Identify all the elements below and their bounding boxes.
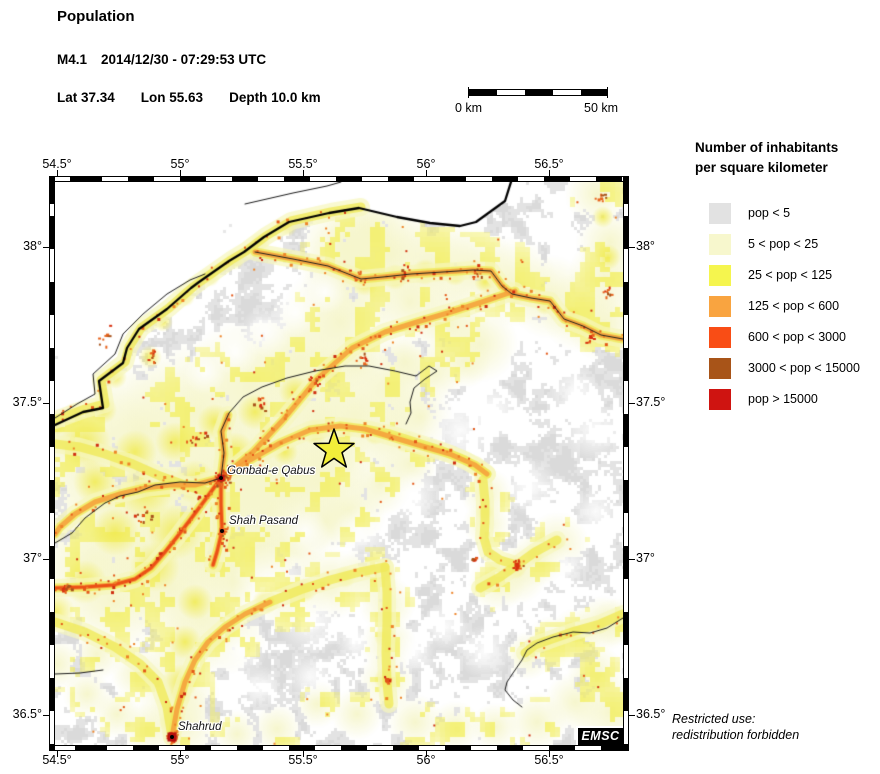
axis-tick	[549, 751, 550, 757]
legend-item: 25 < pop < 125	[709, 265, 879, 296]
city-label: Shah Pasand	[229, 515, 299, 527]
axis-tick	[629, 559, 635, 560]
event-depth: Depth 10.0 km	[229, 90, 321, 105]
city-label: Shahrud	[178, 721, 222, 733]
legend: pop < 5 5 < pop < 25 25 < pop < 125 125 < p…	[709, 203, 879, 420]
legend-label: 3000 < pop < 15000	[748, 361, 860, 375]
axis-tick	[180, 751, 181, 757]
legend-label: pop > 15000	[748, 392, 818, 406]
city-marker-dot	[219, 476, 223, 480]
legend-item: pop > 15000	[709, 389, 879, 420]
legend-title: Number of inhabitants per square kilomet…	[695, 138, 838, 178]
axis-tick	[57, 170, 58, 176]
legend-item: 125 < pop < 600	[709, 296, 879, 327]
page-title: Population	[57, 8, 135, 25]
city-marker-dot	[170, 735, 174, 739]
axis-label-right: 36.5°	[636, 707, 666, 721]
axis-label-left: 37°	[23, 551, 42, 565]
frame-dash-right	[623, 176, 629, 751]
emsc-logo: EMSC	[576, 726, 623, 745]
axis-label-bottom: 56.5°	[534, 753, 564, 767]
axis-tick	[629, 247, 635, 248]
axis-label-top: 56.5°	[534, 157, 564, 171]
map-scale-bar	[468, 87, 608, 98]
axis-label-bottom: 55°	[170, 753, 190, 767]
location-line: Lat 37.34 Lon 55.63 Depth 10.0 km	[57, 90, 321, 105]
axis-label-left: 36.5°	[12, 707, 42, 721]
legend-swatch	[709, 265, 731, 286]
axis-tick	[549, 170, 550, 176]
axis-label-top: 56°	[416, 157, 436, 171]
legend-item: 3000 < pop < 15000	[709, 358, 879, 389]
legend-item: 5 < pop < 25	[709, 234, 879, 265]
epicenter-star-icon	[313, 428, 355, 468]
legend-swatch	[709, 296, 731, 317]
axis-tick	[629, 403, 635, 404]
legend-swatch	[709, 327, 731, 348]
axis-label-right: 38°	[636, 239, 655, 253]
legend-item: 600 < pop < 3000	[709, 327, 879, 358]
legend-label: pop < 5	[748, 206, 791, 220]
legend-title-line2: per square kilometer	[695, 160, 828, 175]
axis-label-right: 37°	[636, 551, 655, 565]
event-line: M4.1 2014/12/30 - 07:29:53 UTC	[57, 52, 266, 67]
event-magnitude: M4.1	[57, 52, 88, 67]
restricted-use-note: Restricted use: redistribution forbidden	[672, 711, 799, 743]
legend-label: 600 < pop < 3000	[748, 330, 847, 344]
axis-label-left: 37.5°	[12, 395, 42, 409]
city-marker-dot	[220, 529, 224, 533]
axis-label-top: 55.5°	[288, 157, 318, 171]
population-density-raster	[55, 182, 623, 745]
axis-label-top: 55°	[170, 157, 190, 171]
legend-label: 25 < pop < 125	[748, 268, 833, 282]
legend-label: 125 < pop < 600	[748, 299, 840, 313]
axis-tick	[57, 751, 58, 757]
axis-tick	[303, 751, 304, 757]
legend-label: 5 < pop < 25	[748, 237, 819, 251]
legend-swatch	[709, 203, 731, 224]
axis-label-bottom: 56°	[416, 753, 436, 767]
axis-tick	[426, 751, 427, 757]
city-label: Gonbad-e Qabus	[227, 465, 316, 477]
legend-swatch	[709, 234, 731, 255]
frame-dash-bottom	[49, 745, 629, 751]
axis-label-bottom: 55.5°	[288, 753, 318, 767]
event-longitude: Lon 55.63	[140, 90, 204, 105]
legend-swatch	[709, 358, 731, 379]
axis-label-right: 37.5°	[636, 395, 666, 409]
axis-tick	[629, 715, 635, 716]
legend-swatch	[709, 389, 731, 410]
restricted-line2: redistribution forbidden	[672, 728, 800, 742]
map-frame: EMSC Gonbad-e Qabus Shah Pasand Shahrud	[43, 170, 635, 757]
event-datetime: 2014/12/30 - 07:29:53 UTC	[101, 52, 267, 67]
population-map: EMSC Gonbad-e Qabus Shah Pasand Shahrud	[55, 182, 623, 745]
axis-tick	[43, 559, 49, 560]
axis-tick	[43, 403, 49, 404]
axis-tick	[303, 170, 304, 176]
scale-bar-zero-label: 0 km	[455, 101, 483, 115]
axis-tick	[180, 170, 181, 176]
axis-label-left: 38°	[23, 239, 42, 253]
axis-tick	[426, 170, 427, 176]
frame-dash-left	[49, 176, 55, 751]
axis-label-top: 54.5°	[42, 157, 72, 171]
axis-tick	[43, 715, 49, 716]
scale-bar-max-label: 50 km	[584, 101, 619, 115]
legend-item: pop < 5	[709, 203, 879, 234]
event-latitude: Lat 37.34	[57, 90, 115, 105]
axis-tick	[43, 247, 49, 248]
axis-label-bottom: 54.5°	[42, 753, 72, 767]
legend-title-line1: Number of inhabitants	[695, 140, 839, 155]
restricted-line1: Restricted use:	[672, 712, 756, 726]
